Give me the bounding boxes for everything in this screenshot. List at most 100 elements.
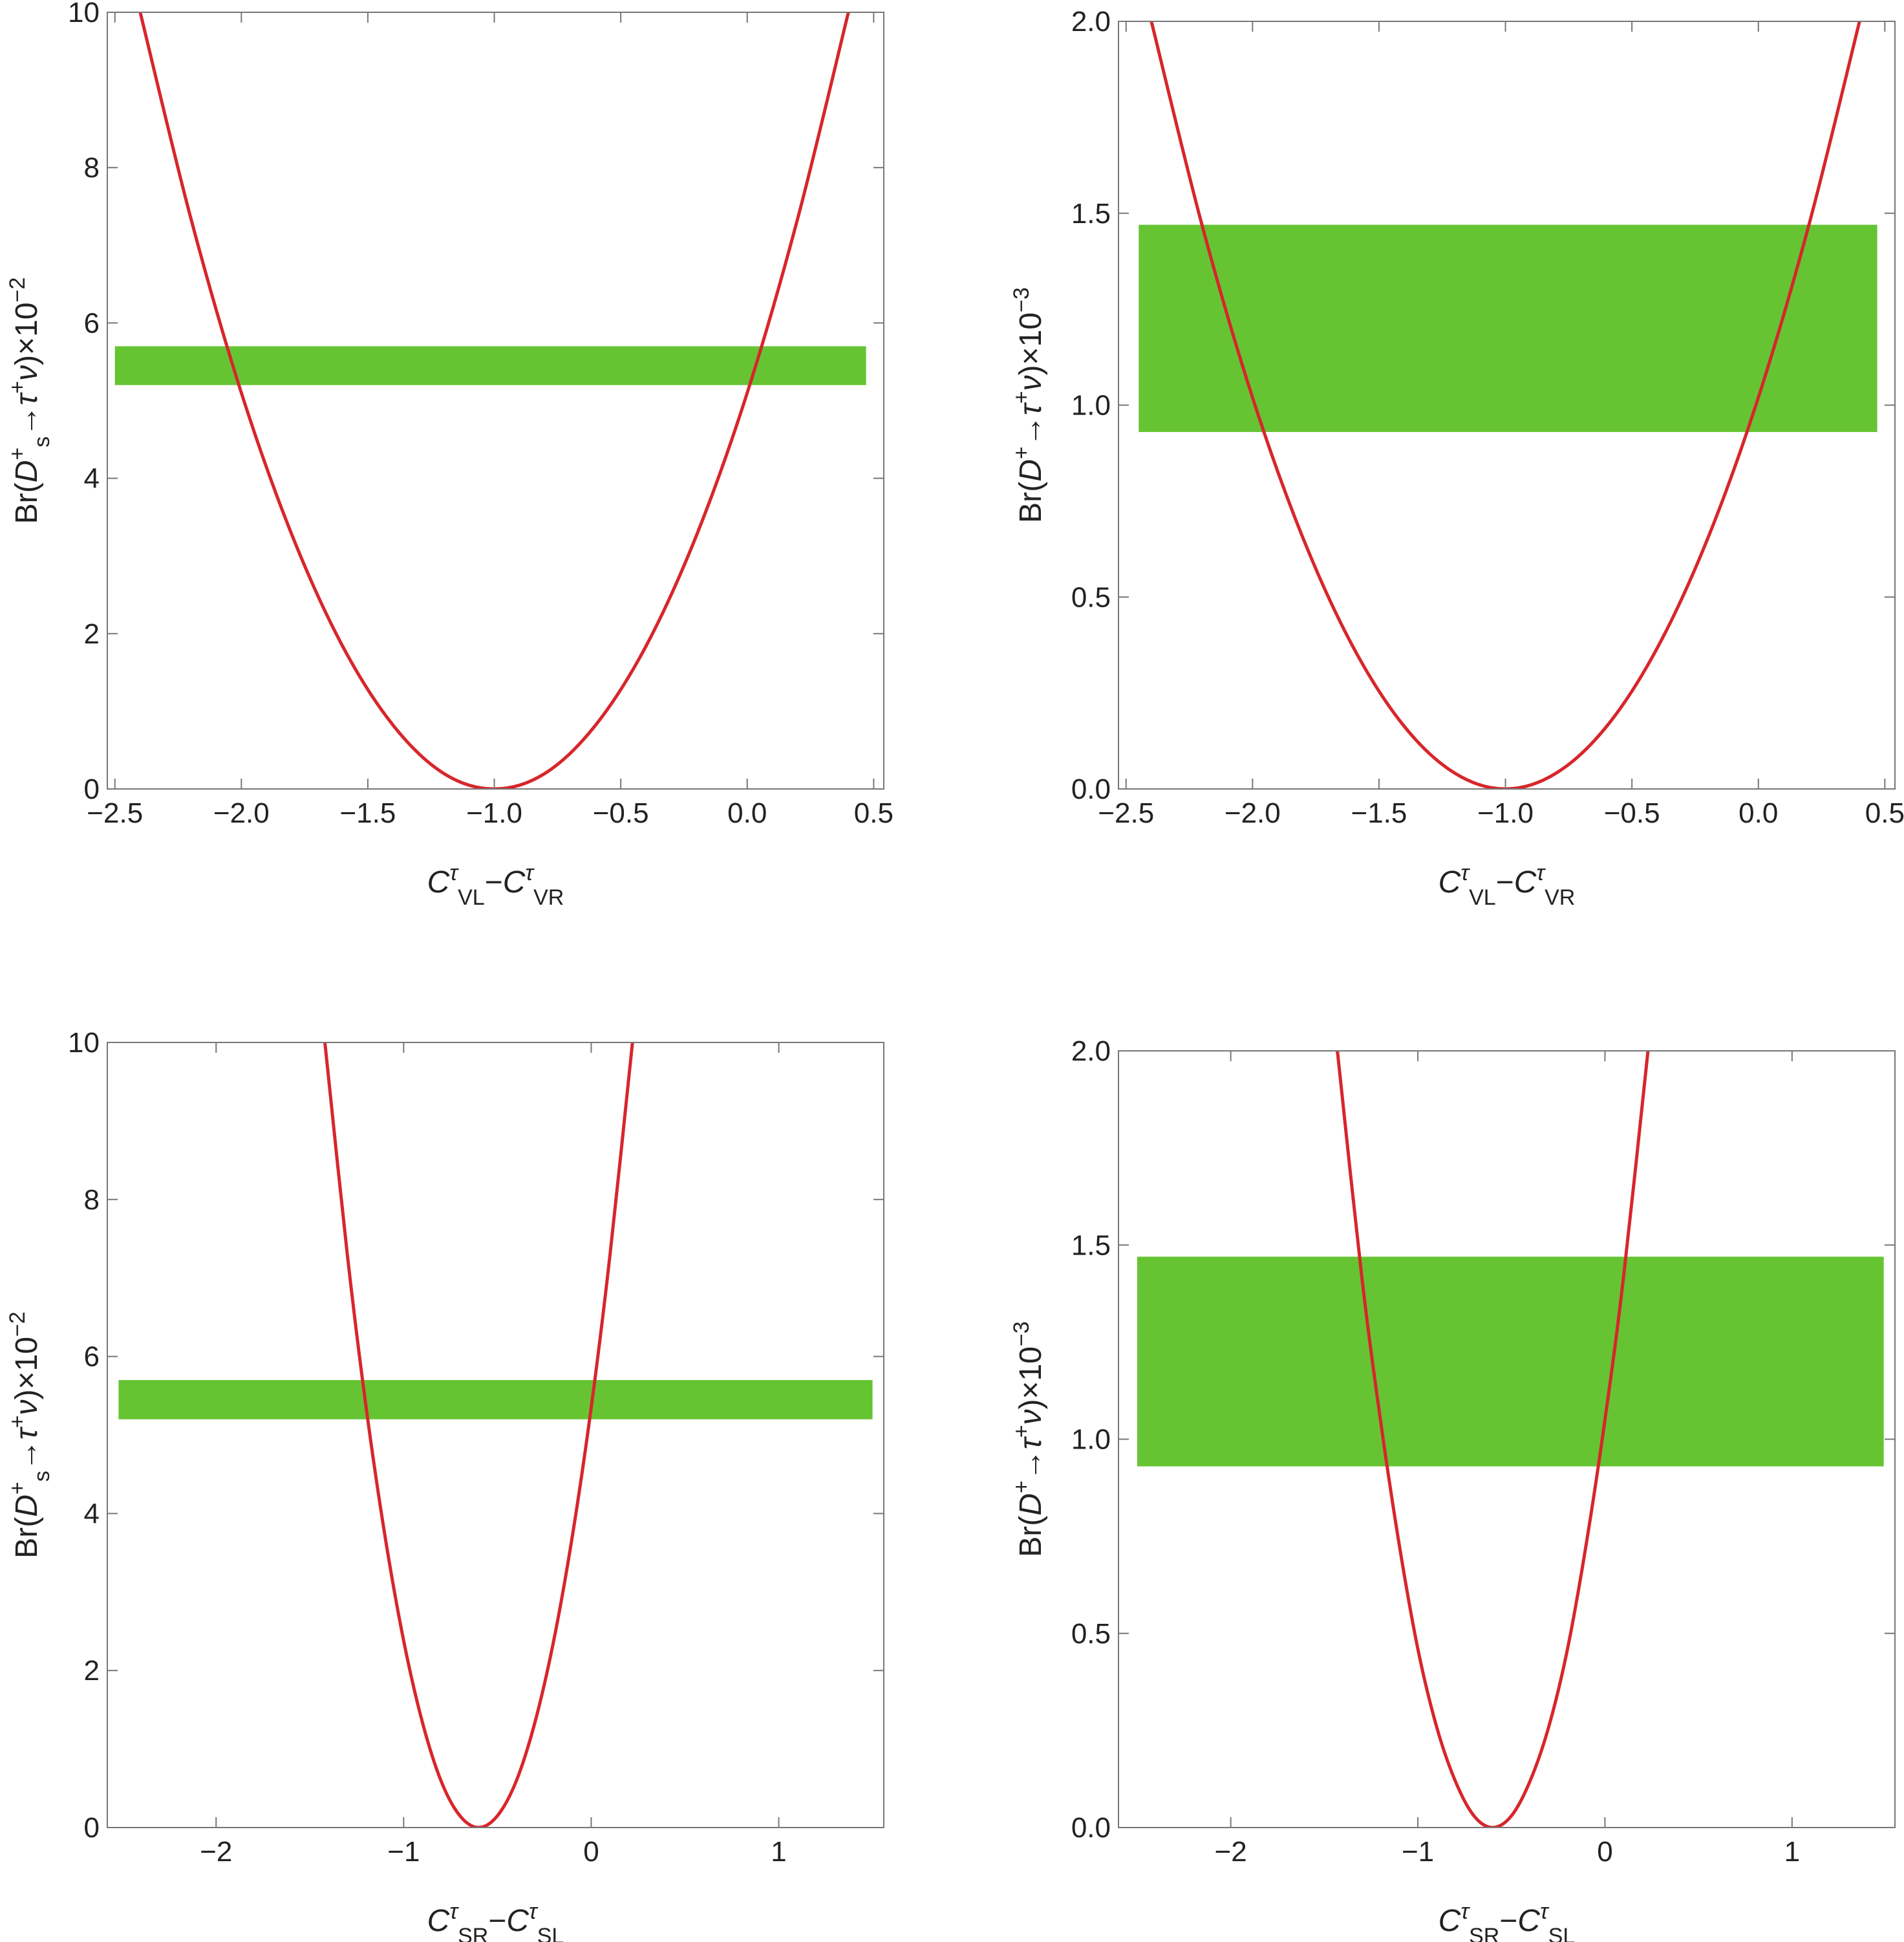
x-axis-label: CτVL−CτVR	[1439, 861, 1576, 910]
y-tick-label: 1.5	[1071, 1229, 1111, 1261]
label-part: τ	[1014, 402, 1048, 415]
label-part: τ	[1536, 861, 1546, 885]
label-part: →	[1014, 415, 1048, 446]
x-tick-label: −2.5	[1098, 797, 1154, 829]
x-tick-label: −2.5	[87, 797, 143, 829]
y-tick-label: 0	[84, 773, 100, 805]
frame	[107, 1042, 884, 1828]
y-tick-label: 8	[84, 1184, 100, 1216]
y-tick-label: 2	[84, 1655, 100, 1687]
label-part: +	[5, 448, 30, 460]
label-part: →	[10, 1440, 44, 1471]
y-tick-label: 1.5	[1071, 198, 1111, 230]
x-tick-label: 0.5	[1865, 797, 1904, 829]
label-part: Br(	[1014, 482, 1048, 523]
y-axis-label: Br(D+s→τ+ν)×10−2	[5, 277, 54, 524]
x-tick-label: 0.0	[727, 797, 767, 829]
label-part: →	[1014, 1449, 1048, 1480]
panel: −2.5 −2.0 −1.5 −1.0 −0.5 0.0 0.50246810CτVL−Cτ…	[5, 0, 893, 910]
band	[1139, 224, 1877, 433]
label-part: SR	[1469, 1924, 1499, 1942]
x-tick-label: −1.5	[340, 797, 396, 829]
y-tick-label: 6	[84, 307, 100, 339]
y-tick-label: 2	[84, 618, 100, 650]
label-part: SL	[537, 1924, 564, 1942]
band	[118, 1380, 873, 1419]
label-part: τ	[1014, 1436, 1048, 1449]
y-tick-label: 10	[68, 1027, 100, 1059]
curve	[138, 12, 850, 789]
y-tick-label: 0.0	[1071, 773, 1111, 805]
y-tick-label: 10	[68, 0, 100, 28]
label-part: )×10	[10, 1337, 44, 1399]
x-tick-label: −2	[1215, 1836, 1247, 1868]
x-axis-label: CτSR−CτSL	[1439, 1899, 1576, 1942]
y-tick-label: 1.0	[1071, 1424, 1111, 1456]
label-part: +	[1009, 1480, 1034, 1493]
plot-area	[1137, 1051, 1884, 1828]
x-tick-label: −2.0	[213, 797, 270, 829]
x-axis-label: CτSR−CτSL	[427, 1899, 564, 1942]
band	[1137, 1257, 1884, 1467]
label-part: +	[1009, 391, 1034, 404]
label-part: −2	[5, 277, 30, 303]
y-tick-label: 0	[84, 1812, 100, 1844]
label-part: +	[5, 1482, 30, 1494]
label-part: −	[485, 865, 503, 900]
x-tick-label: 0	[1597, 1836, 1612, 1868]
label-part: τ	[529, 1899, 539, 1924]
y-tick-label: 4	[84, 1498, 100, 1529]
y-tick-label: 6	[84, 1341, 100, 1373]
label-part: τ	[1460, 1899, 1470, 1924]
label-part: −3	[1009, 287, 1034, 312]
label-part: s	[30, 437, 54, 448]
label-part: +	[1009, 446, 1034, 459]
label-part: ν	[1014, 1409, 1048, 1425]
label-part: C	[1517, 1904, 1540, 1938]
x-tick-label: −1.5	[1351, 797, 1407, 829]
label-part: ν	[1014, 375, 1048, 391]
label-part: C	[506, 1904, 529, 1938]
band	[114, 346, 866, 385]
plot-area	[118, 1042, 873, 1828]
plot-area	[1139, 21, 1877, 789]
y-axis-label: Br(D+→τ+ν)×10−3	[1009, 287, 1048, 523]
label-part: VL	[1469, 885, 1496, 910]
x-tick-label: −1	[387, 1836, 420, 1868]
label-part: VR	[1545, 885, 1575, 910]
x-tick-label: −1.0	[1477, 797, 1534, 829]
label-part: τ	[10, 1426, 44, 1440]
label-part: +	[1009, 1425, 1034, 1438]
label-part: s	[30, 1471, 54, 1482]
x-tick-label: −2	[200, 1836, 232, 1868]
label-part: C	[1514, 865, 1537, 900]
label-part: )×10	[1014, 312, 1048, 375]
x-tick-label: −2.0	[1225, 797, 1281, 829]
label-part: SR	[458, 1924, 488, 1942]
label-part: τ	[449, 861, 459, 885]
x-tick-label: 0.5	[854, 797, 893, 829]
label-part: −3	[1009, 1321, 1034, 1346]
y-tick-label: 8	[84, 152, 100, 184]
x-tick-label: 0.0	[1738, 797, 1778, 829]
y-tick-label: 0.5	[1071, 581, 1111, 613]
y-axis-label: Br(D+s→τ+ν)×10−2	[5, 1311, 54, 1559]
label-part: −	[1499, 1904, 1517, 1938]
panel: −2.5 −2.0 −1.5 −1.0 −0.5 0.0 0.5 0.0 0.5 1.0 1.5 2.…	[1009, 6, 1904, 910]
curve	[1150, 21, 1861, 789]
y-tick-label: 2.0	[1071, 1035, 1111, 1067]
x-tick-label: 0	[583, 1836, 599, 1868]
label-part: )×10	[1014, 1346, 1048, 1409]
label-part: τ	[525, 861, 535, 885]
label-part: D	[10, 1494, 44, 1517]
x-tick-label: −0.5	[593, 797, 649, 829]
x-tick-label: −1.0	[466, 797, 522, 829]
label-part: ν	[10, 1399, 44, 1415]
label-part: C	[503, 865, 526, 900]
label-part: SL	[1548, 1924, 1576, 1942]
y-tick-label: 0.0	[1071, 1812, 1111, 1844]
y-axis-label: Br(D+→τ+ν)×10−3	[1009, 1321, 1048, 1557]
